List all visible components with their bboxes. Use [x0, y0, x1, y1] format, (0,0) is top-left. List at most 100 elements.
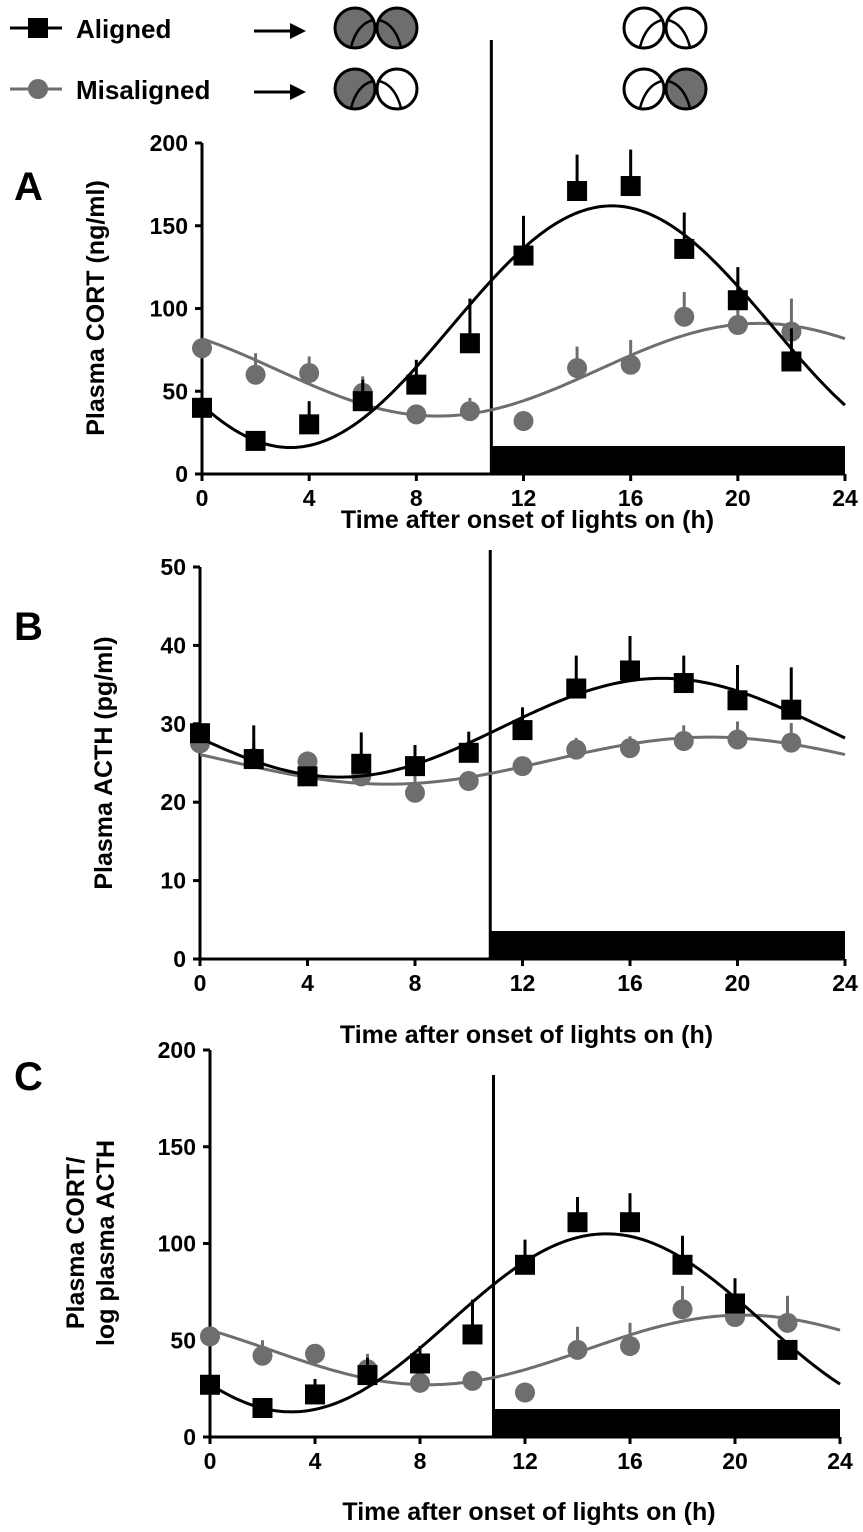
- data-point-aligned: [567, 1212, 588, 1233]
- data-point-misaligned: [566, 739, 587, 760]
- data-point-misaligned: [200, 1326, 220, 1347]
- eye-right-light-icon: [664, 6, 708, 50]
- y-tick-label: 0: [183, 1424, 196, 1450]
- dark-phase-bar: [493, 1409, 840, 1437]
- data-point-misaligned: [462, 1370, 483, 1391]
- data-point-aligned: [351, 753, 372, 774]
- x-tick-label: 8: [410, 485, 423, 511]
- y-axis-label-line: Plasma ACTH (pg/ml): [90, 636, 118, 889]
- x-tick-label: 20: [722, 1448, 748, 1474]
- eye-right-curve: [667, 18, 692, 48]
- data-point-misaligned: [727, 729, 748, 750]
- eye-right-curve: [667, 79, 692, 109]
- eye-right-curve: [378, 18, 403, 48]
- dark-phase-bar: [491, 446, 845, 474]
- x-tick-label: 12: [511, 485, 537, 511]
- data-point-aligned: [245, 430, 266, 451]
- legend: Aligned Misaligned: [10, 6, 708, 111]
- x-tick-label: 8: [414, 1448, 427, 1474]
- data-point-aligned: [672, 1254, 693, 1275]
- y-tick-label: 30: [160, 711, 186, 737]
- data-point-aligned: [674, 238, 695, 259]
- fit-curve-misaligned: [209, 1313, 841, 1387]
- data-point-misaligned: [459, 401, 480, 422]
- eye-left-curve: [349, 18, 374, 48]
- series-aligned: [192, 149, 847, 451]
- data-point-misaligned: [672, 1299, 693, 1320]
- x-tick-label: 12: [510, 970, 536, 996]
- legend-misaligned-label: Misaligned: [76, 75, 210, 105]
- y-axis-label: Plasma ACTH (pg/ml): [90, 636, 118, 889]
- eye-left-dark-icon: [333, 6, 377, 50]
- legend-aligned-label: Aligned: [76, 14, 171, 44]
- legend-misaligned-eye-pair-icon: [333, 67, 419, 111]
- data-point-misaligned: [567, 1339, 588, 1360]
- y-tick-label: 50: [170, 1327, 196, 1353]
- y-tick-label: 100: [158, 1231, 196, 1257]
- fit-curve-misaligned: [201, 321, 846, 418]
- data-point-misaligned: [620, 738, 640, 759]
- data-point-aligned: [777, 1339, 798, 1360]
- eye-left-light-icon: [622, 67, 666, 111]
- x-tick-label: 4: [301, 970, 314, 996]
- x-tick-label: 20: [725, 485, 751, 511]
- data-point-misaligned: [512, 756, 533, 777]
- legend-misaligned-circle-marker: [28, 79, 48, 99]
- x-axis-label: Time after onset of lights on (h): [342, 1498, 715, 1526]
- data-point-aligned: [459, 333, 480, 354]
- panel-letter: A: [14, 165, 43, 209]
- legend-aligned-eye-pair-icon: [333, 6, 419, 50]
- y-tick-label: 50: [160, 554, 186, 580]
- x-tick-label: 12: [512, 1448, 538, 1474]
- legend-misaligned-eye-pair-icon: [622, 67, 708, 111]
- legend-misaligned-arrow-head: [290, 84, 306, 100]
- y-tick-label: 150: [150, 213, 188, 239]
- x-tick-label: 16: [617, 970, 643, 996]
- y-tick-label: 150: [158, 1134, 196, 1160]
- data-point-aligned: [357, 1365, 378, 1386]
- y-tick-label: 40: [160, 632, 186, 658]
- eye-right-light-icon: [375, 67, 419, 111]
- y-tick-label: 200: [158, 1037, 196, 1063]
- data-point-aligned: [406, 374, 427, 395]
- data-point-aligned: [200, 1374, 220, 1395]
- eye-left-curve: [638, 79, 663, 109]
- y-axis-label-line: log plasma ACTH: [92, 1140, 120, 1346]
- legend-eye-icons: [333, 6, 708, 111]
- y-axis-label: Plasma CORT/log plasma ACTH: [62, 1140, 120, 1346]
- legend-aligned-arrow-head: [290, 23, 306, 39]
- data-point-aligned: [781, 699, 802, 720]
- chart-panel-a: A 0 50 100 150 200 0 4 8 12 16 20 24 Time after onset…: [14, 40, 858, 534]
- data-point-misaligned: [406, 404, 427, 425]
- data-point-misaligned: [513, 411, 534, 432]
- y-tick-label: 0: [175, 461, 188, 487]
- chart-panel-b: B 0 10 20 30 40 50 0 4 8 12 16 20 24 Time after onset …: [14, 550, 858, 1049]
- x-axis-label: Time after onset of lights on (h): [341, 506, 714, 534]
- eye-left-light-icon: [622, 6, 666, 50]
- panel-letter: B: [14, 605, 43, 649]
- x-axis-label: Time after onset of lights on (h): [340, 1021, 713, 1049]
- data-point-aligned: [252, 1397, 273, 1418]
- legend-aligned-eye-pair-icon: [622, 6, 708, 50]
- eye-left-curve: [638, 18, 663, 48]
- data-point-misaligned: [727, 315, 748, 336]
- data-point-aligned: [297, 766, 318, 787]
- data-point-aligned: [673, 673, 694, 694]
- data-point-aligned: [352, 391, 373, 412]
- data-point-aligned: [727, 290, 748, 311]
- data-point-aligned: [192, 397, 212, 418]
- data-point-aligned: [410, 1353, 430, 1374]
- y-tick-label: 10: [160, 868, 186, 894]
- data-point-misaligned: [674, 306, 695, 327]
- data-point-aligned: [566, 678, 587, 699]
- data-point-aligned: [305, 1384, 325, 1405]
- data-point-misaligned: [567, 358, 588, 379]
- data-point-aligned: [725, 1293, 745, 1314]
- data-point-aligned: [512, 720, 533, 741]
- legend-misaligned: Misaligned: [10, 75, 306, 105]
- eye-right-curve: [378, 79, 403, 109]
- data-point-aligned: [781, 351, 802, 372]
- data-point-aligned: [190, 723, 210, 744]
